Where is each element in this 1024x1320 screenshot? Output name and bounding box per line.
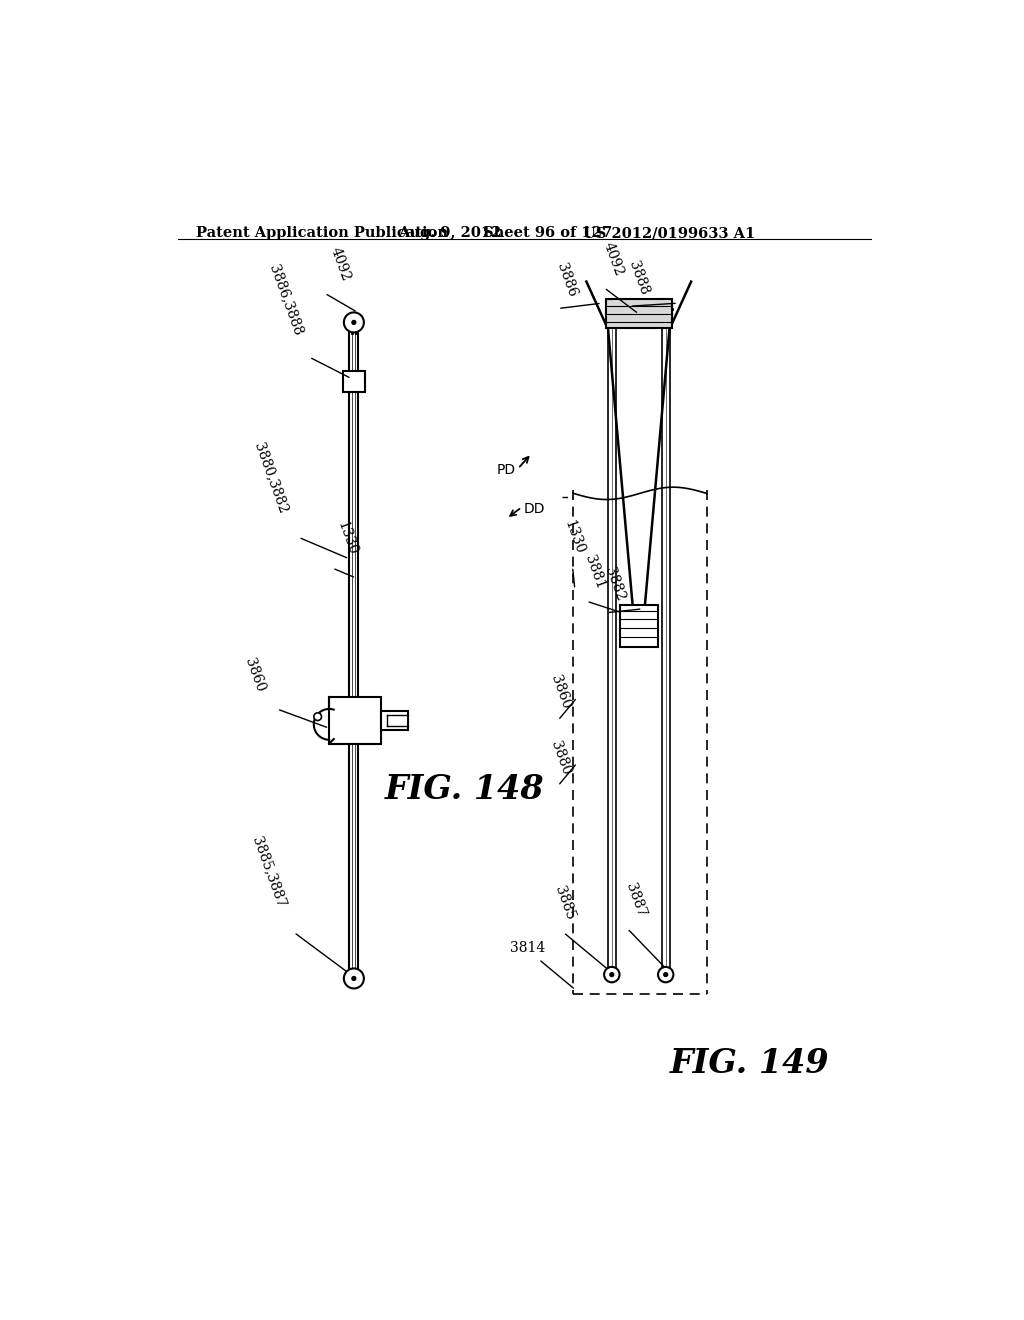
Text: 1330: 1330 bbox=[562, 517, 587, 556]
Text: Sheet 96 of 127: Sheet 96 of 127 bbox=[483, 226, 612, 240]
Bar bbox=[343, 371, 365, 392]
Text: Patent Application Publication: Patent Application Publication bbox=[196, 226, 449, 240]
Text: 3882: 3882 bbox=[602, 565, 628, 603]
Circle shape bbox=[604, 966, 620, 982]
Circle shape bbox=[313, 713, 322, 721]
Text: 4092: 4092 bbox=[600, 240, 626, 277]
Circle shape bbox=[664, 973, 668, 977]
Text: FIG. 148: FIG. 148 bbox=[385, 774, 545, 807]
Text: 4092: 4092 bbox=[328, 246, 353, 284]
Text: 3880,3882: 3880,3882 bbox=[252, 441, 291, 516]
Circle shape bbox=[352, 321, 355, 325]
Bar bbox=[620, 605, 658, 647]
Text: 3888: 3888 bbox=[627, 259, 651, 297]
Circle shape bbox=[344, 313, 364, 333]
Text: US 2012/0199633 A1: US 2012/0199633 A1 bbox=[584, 226, 756, 240]
Circle shape bbox=[352, 977, 355, 981]
Circle shape bbox=[658, 966, 674, 982]
Circle shape bbox=[610, 973, 613, 977]
Bar bbox=[381, 711, 408, 730]
Text: 3887: 3887 bbox=[624, 882, 648, 919]
Text: 3885,3887: 3885,3887 bbox=[250, 834, 289, 909]
Text: 3886,3888: 3886,3888 bbox=[267, 263, 305, 337]
Text: 3814: 3814 bbox=[510, 941, 546, 956]
Bar bbox=[605, 300, 672, 327]
Text: 3880: 3880 bbox=[548, 739, 573, 776]
Text: DD: DD bbox=[524, 502, 546, 516]
Bar bbox=[330, 697, 381, 743]
Text: 3860: 3860 bbox=[548, 673, 573, 711]
Text: Aug. 9, 2012: Aug. 9, 2012 bbox=[398, 226, 502, 240]
Text: 3885: 3885 bbox=[552, 884, 577, 923]
Text: FIG. 149: FIG. 149 bbox=[670, 1047, 829, 1080]
Text: 3881: 3881 bbox=[583, 553, 607, 591]
Text: 1330: 1330 bbox=[335, 520, 359, 557]
Text: 3860: 3860 bbox=[243, 656, 267, 693]
Text: 3886: 3886 bbox=[554, 261, 580, 298]
Circle shape bbox=[344, 969, 364, 989]
Text: PD: PD bbox=[497, 463, 515, 478]
